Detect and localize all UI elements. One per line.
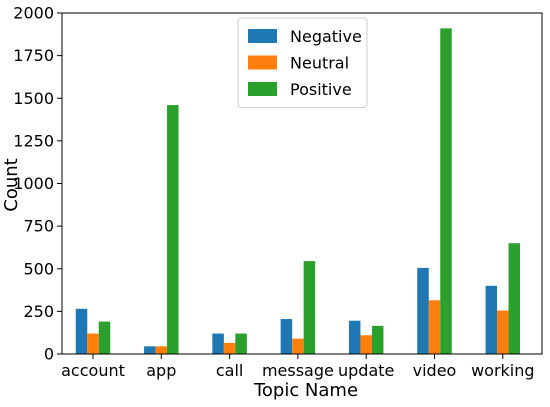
bar-neutral-update (360, 335, 372, 354)
x-tick-label: call (216, 361, 244, 380)
bar-negative-message (280, 319, 293, 354)
x-tick-label: update (338, 361, 394, 380)
legend-label-negative: Negative (290, 27, 362, 46)
y-tick-label: 1000 (13, 174, 54, 193)
legend: Negative Neutral Positive (237, 17, 368, 108)
bar-neutral-message (292, 338, 304, 354)
y-tick-label: 1750 (13, 46, 54, 65)
legend-swatch-positive (248, 82, 277, 96)
bar-negative-video (417, 267, 429, 354)
bar-neutral-account (87, 333, 99, 354)
bar-positive-message (303, 261, 316, 354)
y-tick-label: 500 (23, 259, 54, 278)
x-tick-label: message (262, 361, 334, 380)
legend-label-positive: Positive (290, 80, 352, 99)
bar-positive-working (508, 243, 521, 354)
bar-negative-app (144, 346, 156, 354)
legend-label-neutral: Neutral (290, 54, 349, 73)
bar-positive-account (98, 321, 111, 354)
y-tick-label: 2000 (13, 4, 54, 23)
y-tick-label: 250 (23, 302, 54, 321)
bar-neutral-video (428, 300, 441, 354)
bar-neutral-call (223, 342, 236, 354)
bar-neutral-working (497, 310, 509, 354)
x-tick-label: app (146, 361, 176, 380)
bars-group (75, 28, 521, 354)
bar-positive-app (167, 105, 179, 354)
bar-neutral-app (155, 346, 168, 354)
y-tick-label: 750 (23, 217, 54, 236)
legend-swatch-neutral (248, 55, 277, 70)
legend-swatch-negative (248, 29, 277, 43)
y-tick-label: 0 (44, 345, 54, 364)
bar-negative-update (348, 320, 361, 354)
x-axis-label: Topic Name (253, 380, 358, 401)
bar-negative-call (212, 333, 224, 354)
x-tick-label: video (413, 361, 457, 380)
y-tick-label: 1500 (13, 89, 54, 108)
ticks-group: account app call message update video working 0… (13, 4, 534, 381)
x-tick-label: working (471, 361, 534, 380)
y-tick-label: 1250 (13, 131, 54, 150)
bar-negative-account (75, 308, 88, 354)
x-tick-label: account (61, 361, 125, 380)
bar-positive-update (371, 325, 384, 354)
bar-negative-working (485, 285, 498, 354)
bar-positive-video (440, 28, 452, 354)
y-axis-label: Count (1, 158, 22, 211)
bar-positive-call (235, 333, 247, 354)
